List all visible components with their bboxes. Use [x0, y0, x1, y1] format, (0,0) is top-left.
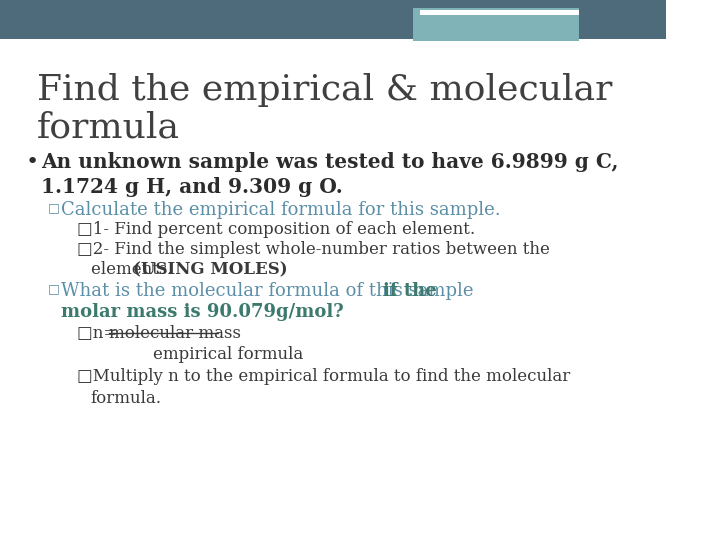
Text: elements.: elements. [91, 261, 177, 278]
Text: molecular mass: molecular mass [109, 325, 240, 342]
Text: □2- Find the simplest whole-number ratios between the: □2- Find the simplest whole-number ratio… [76, 241, 549, 258]
Text: □: □ [48, 201, 60, 214]
FancyBboxPatch shape [413, 8, 580, 40]
Text: What is the molecular formula of this sample: What is the molecular formula of this sa… [61, 282, 480, 300]
Text: □: □ [48, 282, 60, 295]
Text: □1- Find percent composition of each element.: □1- Find percent composition of each ele… [76, 221, 474, 238]
Text: An unknown sample was tested to have 6.9899 g C,: An unknown sample was tested to have 6.9… [41, 152, 618, 172]
Text: □n=: □n= [76, 325, 122, 342]
FancyBboxPatch shape [0, 0, 666, 39]
Text: empirical formula: empirical formula [153, 346, 303, 362]
FancyBboxPatch shape [420, 10, 580, 15]
Text: Calculate the empirical formula for this sample.: Calculate the empirical formula for this… [61, 201, 501, 219]
Text: if the: if the [383, 282, 436, 300]
Text: •: • [25, 152, 39, 172]
Text: (USING MOLES): (USING MOLES) [132, 261, 287, 278]
Text: 1.1724 g H, and 9.309 g O.: 1.1724 g H, and 9.309 g O. [41, 177, 343, 197]
Text: Find the empirical & molecular: Find the empirical & molecular [37, 73, 612, 107]
Text: □Multiply n to the empirical formula to find the molecular: □Multiply n to the empirical formula to … [76, 368, 570, 385]
Text: molar mass is 90.079g/mol?: molar mass is 90.079g/mol? [61, 303, 344, 321]
Text: formula.: formula. [91, 390, 161, 407]
Text: formula: formula [37, 111, 179, 145]
